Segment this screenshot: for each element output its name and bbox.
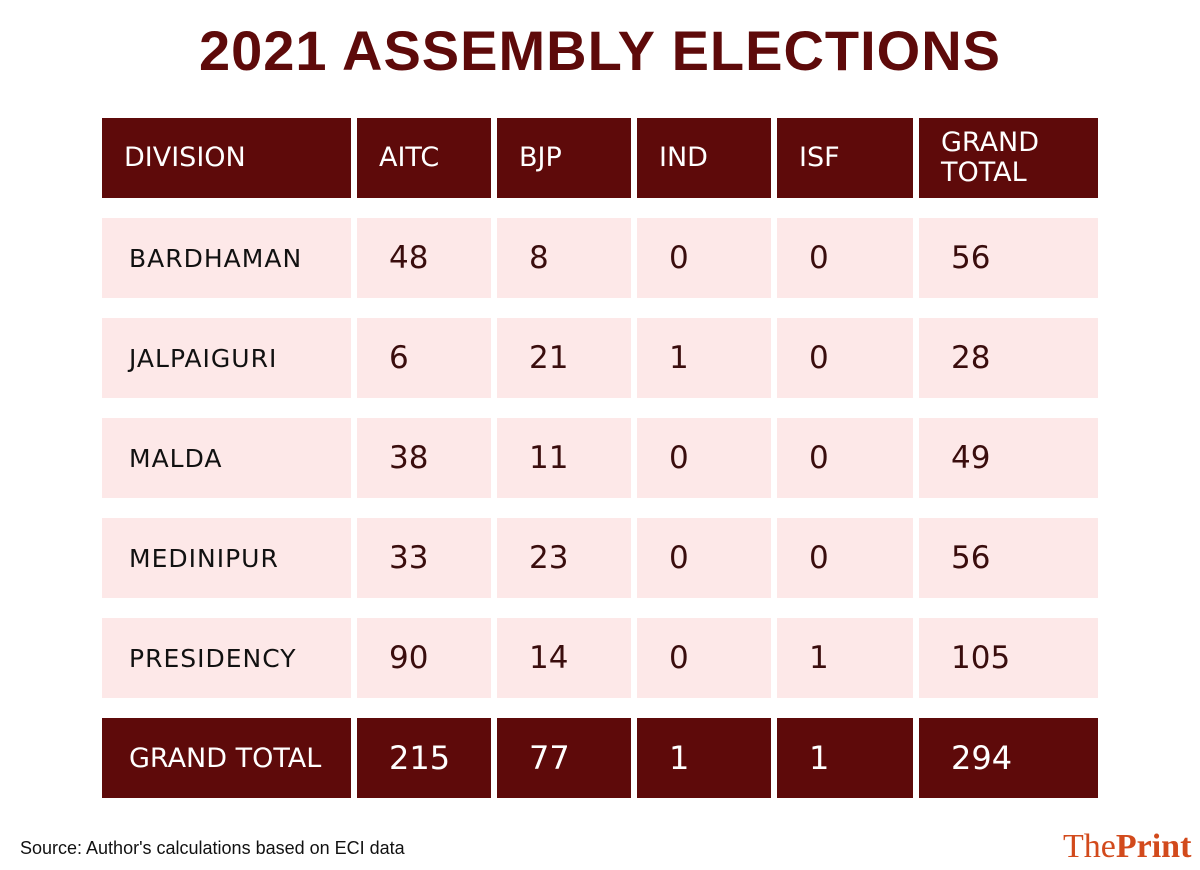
seat-count: 0: [777, 318, 913, 398]
seat-count: 23: [497, 518, 631, 598]
division-name: BARDHAMAN: [102, 218, 351, 298]
seat-count: 56: [919, 218, 1098, 298]
page-title: 2021 ASSEMBLY ELECTIONS: [198, 19, 1002, 82]
results-table: DIVISION AITC BJP IND ISF GRAND TOTAL BARDHAMAN…: [102, 118, 1098, 798]
seat-count: 11: [497, 418, 631, 498]
seat-count: 0: [637, 618, 771, 698]
seat-count: 0: [637, 418, 771, 498]
column-header: GRAND TOTAL: [919, 118, 1098, 198]
seat-count: 105: [919, 618, 1098, 698]
seat-count: 56: [919, 518, 1098, 598]
column-header: IND: [637, 118, 771, 198]
seat-count: 8: [497, 218, 631, 298]
logo-the: The: [1063, 828, 1116, 865]
column-header: AITC: [357, 118, 491, 198]
seat-count: 0: [637, 218, 771, 298]
grand-total-value: 77: [497, 718, 631, 798]
column-header: ISF: [777, 118, 913, 198]
grand-total-value: 215: [357, 718, 491, 798]
seat-count: 49: [919, 418, 1098, 498]
seat-count: 14: [497, 618, 631, 698]
seat-count: 0: [637, 518, 771, 598]
seat-count: 21: [497, 318, 631, 398]
seat-count: 38: [357, 418, 491, 498]
source-note: Source: Author's calculations based on E…: [20, 838, 405, 858]
logo-print: Print: [1115, 828, 1192, 865]
division-name: PRESIDENCY: [102, 618, 351, 698]
grand-total-label: GRAND TOTAL: [102, 718, 351, 798]
grand-total-value: 1: [637, 718, 771, 798]
column-header: DIVISION: [102, 118, 351, 198]
seat-count: 48: [357, 218, 491, 298]
seat-count: 90: [357, 618, 491, 698]
seat-count: 0: [777, 218, 913, 298]
seat-count: 28: [919, 318, 1098, 398]
seat-count: 0: [777, 518, 913, 598]
seat-count: 1: [777, 618, 913, 698]
theprint-logo: ThePrint: [1063, 828, 1191, 866]
seat-count: 6: [357, 318, 491, 398]
grand-total-value: 294: [919, 718, 1098, 798]
division-name: MEDINIPUR: [102, 518, 351, 598]
division-name: MALDA: [102, 418, 351, 498]
seat-count: 1: [637, 318, 771, 398]
column-header: BJP: [497, 118, 631, 198]
seat-count: 33: [357, 518, 491, 598]
seat-count: 0: [777, 418, 913, 498]
grand-total-value: 1: [777, 718, 913, 798]
division-name: JALPAIGURI: [102, 318, 351, 398]
